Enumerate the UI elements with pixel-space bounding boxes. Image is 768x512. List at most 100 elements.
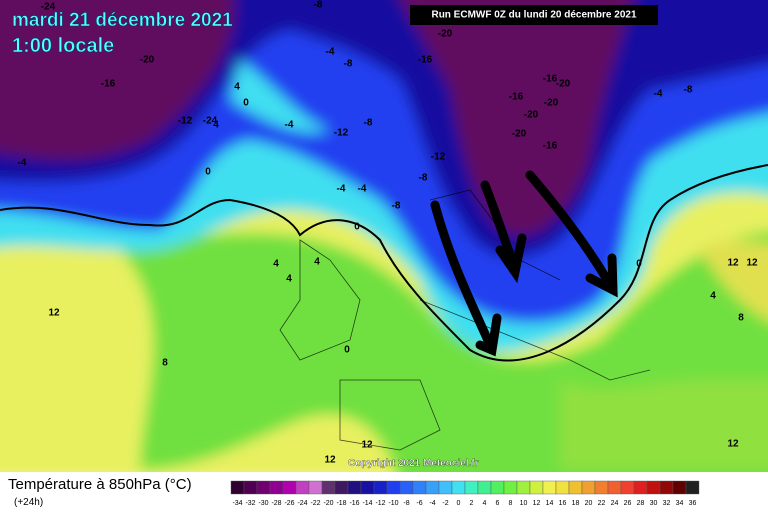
isotherm-label: -20	[524, 110, 539, 121]
legend-swatch	[685, 480, 700, 495]
legend-tick: 16	[559, 500, 567, 507]
legend-swatch	[360, 480, 375, 495]
isotherm-label: -16	[543, 74, 558, 85]
isotherm-label: -12	[334, 128, 349, 139]
isotherm-label: -16	[101, 79, 116, 90]
legend-swatch	[386, 480, 401, 495]
isotherm-label: 0	[205, 167, 211, 178]
isotherm-label: 8	[162, 358, 168, 369]
legend-tick: -10	[388, 500, 398, 507]
legend-tick: -28	[271, 500, 281, 507]
legend-tick: 30	[650, 500, 658, 507]
isotherm-label: -4	[18, 158, 27, 169]
legend-tick: -26	[284, 500, 294, 507]
isotherm-label: 12	[746, 258, 758, 269]
isotherm-label: -8	[344, 59, 353, 70]
legend-swatch	[256, 480, 271, 495]
legend-swatch	[555, 480, 570, 495]
legend-swatch	[399, 480, 414, 495]
isotherm-label: -4	[326, 47, 335, 58]
isotherm-label: -24	[203, 116, 218, 127]
isotherm-label: 12	[727, 439, 739, 450]
legend-swatch	[347, 480, 362, 495]
legend-swatch	[373, 480, 388, 495]
legend-tick: 8	[509, 500, 513, 507]
legend-tick: -6	[416, 500, 422, 507]
legend-swatch	[438, 480, 453, 495]
legend-swatch	[607, 480, 622, 495]
legend-swatch	[243, 480, 258, 495]
legend-tick: -16	[349, 500, 359, 507]
legend-swatch	[594, 480, 609, 495]
legend-swatch	[503, 480, 518, 495]
isotherm-label: -8	[419, 173, 428, 184]
legend-tick: -18	[336, 500, 346, 507]
legend-tick: -32	[245, 500, 255, 507]
legend-tick: 4	[483, 500, 487, 507]
legend-tick: -8	[403, 500, 409, 507]
isotherm-label: -20	[512, 129, 527, 140]
isotherm-label: 8	[738, 313, 744, 324]
legend-tick: -12	[375, 500, 385, 507]
isotherm-label: 0	[354, 222, 360, 233]
isotherm-label: -4	[358, 184, 367, 195]
legend-tick: -30	[258, 500, 268, 507]
legend-tick: -34	[232, 500, 242, 507]
legend-tick: 32	[663, 500, 671, 507]
legend-tick: -2	[442, 500, 448, 507]
isotherm-label: 4	[213, 120, 219, 131]
isotherm-label: 0	[636, 259, 642, 270]
isotherm-label: -20	[438, 29, 453, 40]
isotherm-label: -4	[337, 184, 346, 195]
isotherm-label: -4	[654, 89, 663, 100]
isotherm-label: 12	[727, 258, 739, 269]
legend-swatch	[321, 480, 336, 495]
legend-tick: 20	[585, 500, 593, 507]
coastlines	[279, 189, 651, 451]
legend-tick: 26	[624, 500, 632, 507]
legend-tick: -24	[297, 500, 307, 507]
legend-tick: 24	[611, 500, 619, 507]
legend-swatch	[308, 480, 323, 495]
isotherm-label: -20	[140, 55, 155, 66]
legend-tick: 6	[496, 500, 500, 507]
legend-swatch	[230, 480, 245, 495]
legend-swatch	[451, 480, 466, 495]
legend-swatch	[568, 480, 583, 495]
isotherm-label: -8	[684, 85, 693, 96]
legend-tick: -20	[323, 500, 333, 507]
legend-tick: -22	[310, 500, 320, 507]
legend-tick: 2	[470, 500, 474, 507]
legend-tick: 28	[637, 500, 645, 507]
isotherm-label: 0	[344, 345, 350, 356]
legend-tick: 0	[457, 500, 461, 507]
isotherm-label: -12	[431, 152, 446, 163]
isotherm-label: -20	[556, 79, 571, 90]
isotherm-label: -24	[41, 2, 56, 13]
run-box	[410, 5, 658, 25]
isotherm-label: 12	[324, 455, 336, 466]
isotherm-label: 12	[48, 308, 60, 319]
legend-tick: 14	[546, 500, 554, 507]
isotherm-label: -8	[392, 201, 401, 212]
arrows	[430, 170, 618, 357]
isotherm-label: 4	[286, 274, 292, 285]
legend-tick: 22	[598, 500, 606, 507]
isotherm-label: 4	[234, 82, 240, 93]
legend-swatch	[672, 480, 687, 495]
run-info: Run ECMWF 0Z du lundi 20 décembre 2021	[431, 10, 636, 21]
isotherm-label: 0	[243, 98, 249, 109]
isotherm-label: -16	[418, 55, 433, 66]
legend-swatch	[269, 480, 284, 495]
isotherm-label: 4	[273, 259, 279, 270]
color-legend: -34 -32 -30 -28 -26 -24 -22 -20 -18 -16 -14 -12 -10-…	[230, 480, 700, 507]
copyright: Copyright 2021 Meteociel.fr	[348, 458, 479, 469]
legend-swatch	[620, 480, 635, 495]
legend-swatch	[477, 480, 492, 495]
legend-swatch	[542, 480, 557, 495]
legend-swatch	[516, 480, 531, 495]
legend-swatch	[334, 480, 349, 495]
